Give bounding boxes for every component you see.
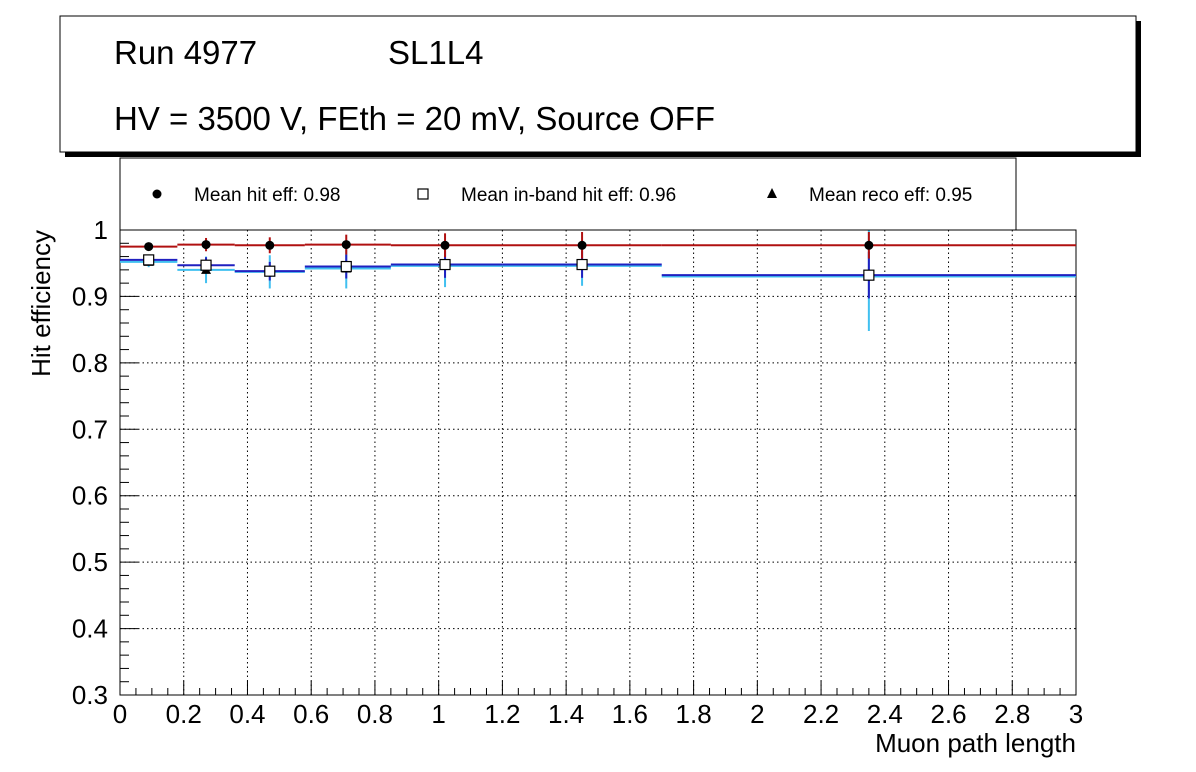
x-tick-label: 3 — [1069, 699, 1083, 729]
x-axis: 0 0.2 0.4 0.6 0.8 1 1.2 1.4 1.6 1.8 2 2.2 2.4 2.6 2.8 3 — [113, 681, 1083, 729]
layer-label: SL1L4 — [388, 34, 483, 71]
run-label: Run 4977 — [114, 34, 257, 71]
grid — [120, 230, 1076, 695]
x-tick-label: 2.6 — [930, 699, 966, 729]
data-point-square — [439, 258, 451, 271]
y-axis-title: Hit efficiency — [26, 230, 56, 377]
data-point-circle — [144, 242, 154, 252]
x-tick-label: 2.8 — [994, 699, 1030, 729]
x-tick-label: 0.8 — [357, 699, 393, 729]
data-point-circle — [201, 240, 211, 250]
y-tick-label: 1 — [94, 215, 108, 245]
data-point-circle — [440, 240, 450, 250]
x-tick-label: 0.6 — [293, 699, 329, 729]
y-tick-label: 0.3 — [72, 680, 108, 710]
legend-marker-circle — [152, 189, 162, 199]
series-open-square — [120, 251, 1076, 299]
x-tick-label: 1.8 — [676, 699, 712, 729]
y-tick-label: 0.9 — [72, 281, 108, 311]
x-tick-label: 2 — [750, 699, 764, 729]
series-circle — [120, 231, 1076, 259]
y-axis: 0.3 0.4 0.5 0.6 0.7 0.8 0.9 1 — [72, 215, 138, 710]
markers-open-square — [143, 254, 875, 281]
x-tick-label: 1.6 — [612, 699, 648, 729]
x-axis-title: Muon path length — [875, 728, 1076, 758]
x-tick-label: 0.2 — [166, 699, 202, 729]
y-tick-label: 0.6 — [72, 481, 108, 511]
data-point-square — [264, 265, 276, 277]
x-tick-label: 0.4 — [229, 699, 265, 729]
data-point-square — [143, 254, 155, 266]
legend-marker-triangle — [767, 188, 777, 198]
title-box: Run 4977 SL1L4 HV = 3500 V, FEth = 20 mV… — [59, 15, 1141, 157]
x-tick-label: 1.2 — [484, 699, 520, 729]
data-point-circle — [341, 240, 351, 250]
y-tick-label: 0.7 — [72, 414, 108, 444]
legend-label-reco: Mean reco eff: 0.95 — [809, 185, 972, 206]
conditions-label: HV = 3500 V, FEth = 20 mV, Source OFF — [114, 100, 715, 137]
x-tick-label: 1.4 — [548, 699, 584, 729]
legend: Mean hit eff: 0.98 Mean in-band hit eff:… — [119, 157, 1017, 231]
data-point-circle — [577, 240, 587, 250]
data-point-square — [576, 258, 588, 271]
data-point-square — [340, 260, 352, 273]
legend-label-hit: Mean hit eff: 0.98 — [194, 185, 340, 206]
plot-frame — [119, 229, 1077, 696]
legend-marker-open-square — [417, 188, 429, 200]
legend-label-inband: Mean in-band hit eff: 0.96 — [461, 185, 676, 206]
x-tick-label: 2.4 — [867, 699, 903, 729]
data-point-square — [200, 259, 212, 271]
x-tick-label: 0 — [113, 699, 127, 729]
markers-circle — [144, 240, 874, 252]
y-tick-label: 0.5 — [72, 547, 108, 577]
series-group — [120, 230, 1076, 331]
title-box-frame — [59, 15, 1137, 153]
data-point-circle — [864, 240, 874, 250]
x-tick-label: 2.2 — [803, 699, 839, 729]
y-tick-label: 0.8 — [72, 348, 108, 378]
y-tick-label: 0.4 — [72, 614, 108, 644]
legend-box — [119, 157, 1017, 231]
data-point-circle — [265, 240, 275, 250]
data-point-square — [863, 269, 875, 281]
x-tick-label: 1 — [431, 699, 445, 729]
